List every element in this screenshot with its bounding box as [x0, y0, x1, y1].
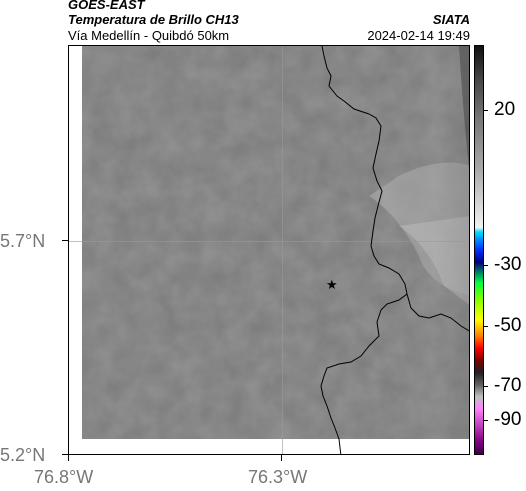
colorbar-label-minus-90: -90	[494, 409, 522, 430]
satellite-title: GOES-EAST	[68, 0, 145, 12]
colorbar-tick	[484, 265, 488, 266]
satellite-map: ★	[68, 45, 470, 455]
colorbar-tick	[484, 326, 488, 327]
lon-tick	[281, 455, 282, 461]
brightness-temperature-field	[69, 46, 469, 454]
colorbar-label-minus-50: -50	[494, 315, 522, 336]
international-border	[406, 293, 469, 332]
product-title: Temperatura de Brillo CH13	[68, 12, 239, 27]
lon-label-76-3: 76.3°W	[248, 467, 308, 487]
star-icon: ★	[326, 277, 338, 292]
colorbar	[474, 45, 484, 455]
region-label: Vía Medellín - Quibdó 50km	[68, 28, 230, 43]
colorbar-label-minus-30: -30	[494, 254, 522, 275]
colorbar-label-minus-70: -70	[494, 375, 522, 396]
colorbar-tick	[484, 420, 488, 421]
lat-tick	[62, 454, 68, 455]
lat-label-5-2: 5.2°N	[0, 445, 46, 465]
lon-label-76-8: 76.8°W	[34, 467, 94, 487]
colorbar-tick	[484, 386, 488, 387]
colorbar-label-20: 20	[494, 99, 516, 120]
lat-tick	[62, 240, 68, 241]
colorbar-tick	[484, 110, 488, 111]
lat-label-5-7: 5.7°N	[0, 231, 46, 251]
organization-label: SIATA	[432, 12, 470, 27]
lon-tick	[68, 455, 69, 461]
timestamp-label: 2024-02-14 19:49	[367, 28, 470, 43]
department-border	[320, 46, 408, 454]
